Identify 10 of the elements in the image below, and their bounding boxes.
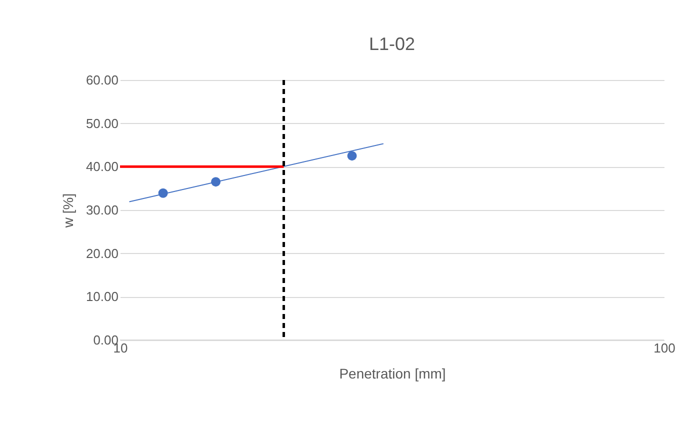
y-tick-label: 20.00 [86,246,118,261]
y-tick-label: 30.00 [86,202,118,218]
chart-title: L1-02 [368,34,416,54]
y-tick-label: 10.00 [86,289,118,304]
y-tick-label: 60.00 [86,72,118,88]
y-axis-title: w [%] [60,193,76,229]
y-tick-label: 50.00 [86,116,118,131]
x-axis-title: Penetration [mm] [339,366,446,382]
x-tick-label: 100 [654,340,676,356]
y-tick-label: 40.00 [86,159,118,174]
